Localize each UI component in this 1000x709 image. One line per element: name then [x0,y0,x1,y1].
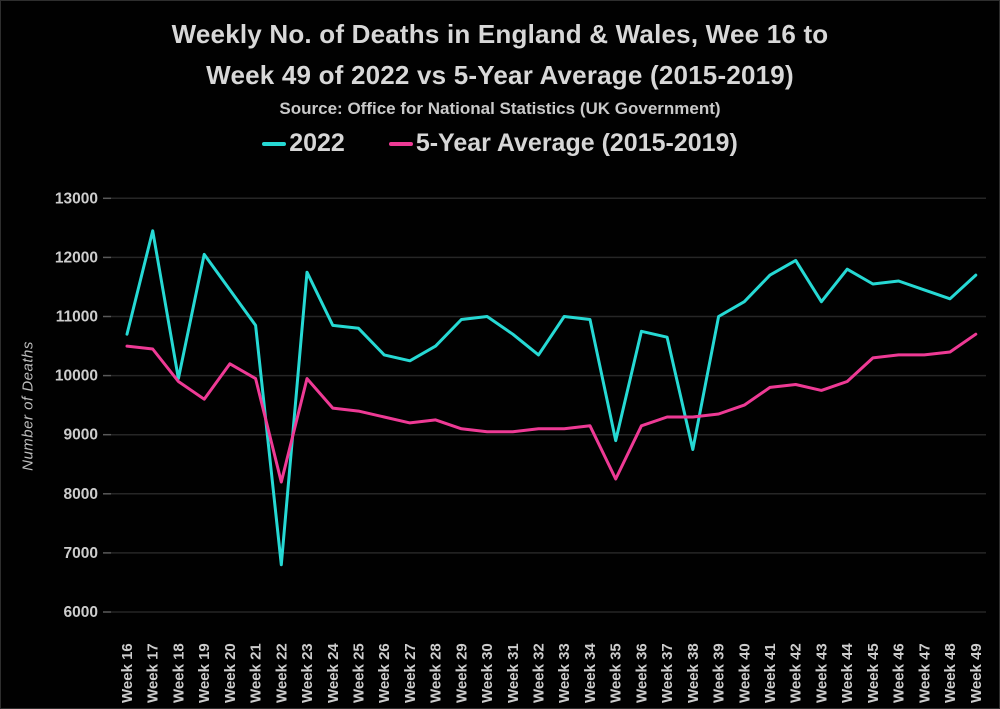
x-tick-label: Week 47 [916,643,933,703]
x-tick-label: Week 44 [839,643,856,703]
chart-source: Source: Office for National Statistics (… [279,99,721,118]
x-tick-label: Week 31 [505,643,522,703]
x-tick-label: Week 22 [273,643,290,703]
y-tick-label: 6000 [64,604,98,621]
x-tick-label: Week 48 [942,643,959,703]
x-tick-label: Week 39 [711,643,728,703]
legend-line-swatch-average [388,141,413,146]
x-tick-label: Week 45 [865,643,882,703]
x-tick-label: Week 23 [299,643,316,703]
y-tick-label: 11000 [56,309,98,326]
x-tick-label: Week 37 [659,643,676,703]
x-tick-label: Week 33 [556,643,573,703]
y-tick-label: 9000 [64,427,98,444]
x-tick-label: Week 32 [531,643,548,703]
x-tick-label: Week 24 [325,643,342,703]
x-tick-label: Week 35 [608,643,625,703]
x-tick-label: Week 41 [762,643,779,703]
x-tick-label: Week 21 [248,643,265,703]
x-tick-label: Week 40 [736,643,753,703]
x-tick-label: Week 29 [453,643,470,703]
x-tick-label: Week 30 [479,643,496,703]
line-series-2022 [125,229,978,567]
x-tick-label: Week 28 [428,643,445,703]
x-tick-label: Week 19 [196,643,213,703]
y-tick-label: 7000 [64,545,98,562]
x-tick-label: Week 25 [350,643,367,703]
legend: 2022 5-Year Average (2015-2019) [1,129,999,158]
chart-title-line2: Week 49 of 2022 vs 5-Year Average (2015-… [206,60,794,90]
x-tick-label: Week 49 [968,643,985,703]
chart-title: Weekly No. of Deaths in England & Wales,… [1,1,999,96]
legend-line-swatch-2022 [262,141,287,146]
x-tick-label: Week 17 [145,643,162,703]
y-axis-title: Number of Deaths [19,341,37,471]
x-tick-label: Week 27 [402,643,419,703]
line-series-5yr-average [125,332,978,484]
x-tick-label: Week 18 [170,643,187,703]
legend-item-average: 5-Year Average (2015-2019) [388,129,738,158]
legend-label-2022: 2022 [289,129,345,157]
legend-item-2022: 2022 [262,129,345,158]
x-tick-label: Week 43 [813,643,830,703]
x-tick-label: Week 42 [788,643,805,703]
chart-title-line1: Weekly No. of Deaths in England & Wales,… [171,19,829,49]
x-tick-label: Week 38 [685,643,702,703]
legend-label-average: 5-Year Average (2015-2019) [415,129,738,157]
y-tick-label: 8000 [64,486,98,503]
x-tick-label: Week 34 [582,643,599,703]
y-tick-label: 12000 [55,249,98,266]
x-tick-label: Week 26 [376,643,393,703]
x-tick-label: Week 16 [119,643,136,703]
x-tick-label: Week 36 [633,643,650,703]
y-tick-label: 13000 [55,190,98,207]
x-tick-label: Week 46 [891,643,908,703]
y-tick-label: 10000 [55,368,98,385]
x-tick-label: Week 20 [222,643,239,703]
